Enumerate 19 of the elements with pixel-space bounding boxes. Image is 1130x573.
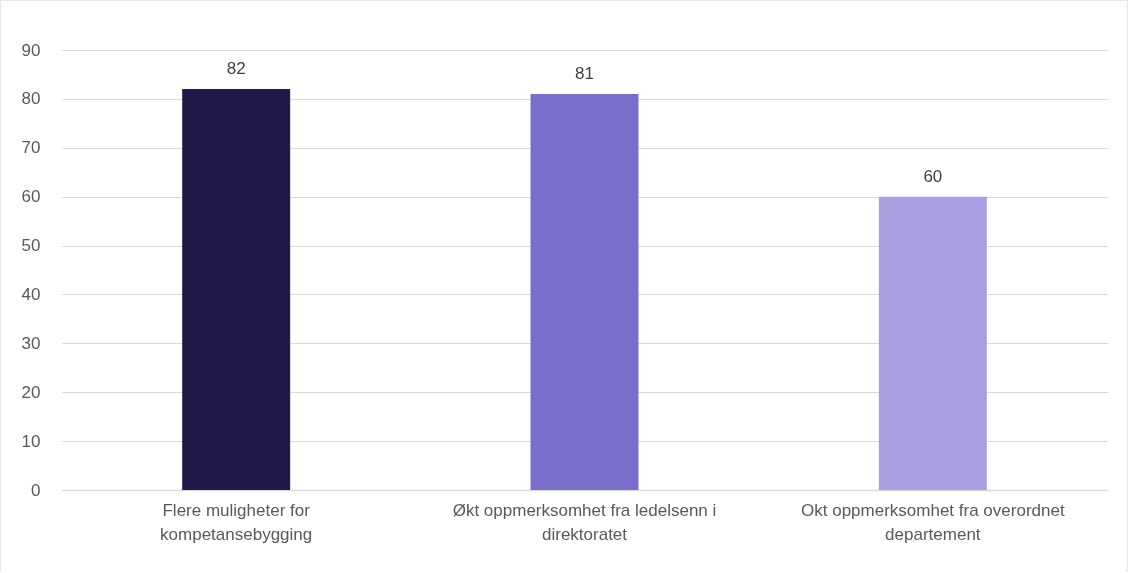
data-label: 81 — [575, 64, 594, 83]
y-tick-label: 70 — [21, 138, 41, 158]
x-tick-label: Okt oppmerksomhet fra overordnet departement — [801, 500, 1065, 544]
y-tick-label: 50 — [21, 236, 41, 256]
y-tick-label: 80 — [21, 89, 41, 109]
y-tick-label: 40 — [21, 284, 41, 304]
y-tick-label: 10 — [21, 431, 41, 451]
y-tick-label: 20 — [21, 382, 41, 402]
y-tick-label: 90 — [21, 40, 41, 60]
y-tick-label: 0 — [31, 480, 41, 500]
y-tick-label: 30 — [21, 333, 41, 353]
y-tick-label: 60 — [21, 187, 41, 207]
data-label: 60 — [923, 166, 943, 186]
x-tick-label: Økt oppmerksomhet fra ledelsenn i direktoratet — [452, 500, 717, 544]
data-label: 82 — [226, 59, 246, 79]
x-tick-label: Flere muligheter for kompetansebygging — [160, 500, 313, 544]
bar — [878, 196, 987, 490]
bar — [182, 89, 291, 490]
bar — [530, 94, 639, 490]
